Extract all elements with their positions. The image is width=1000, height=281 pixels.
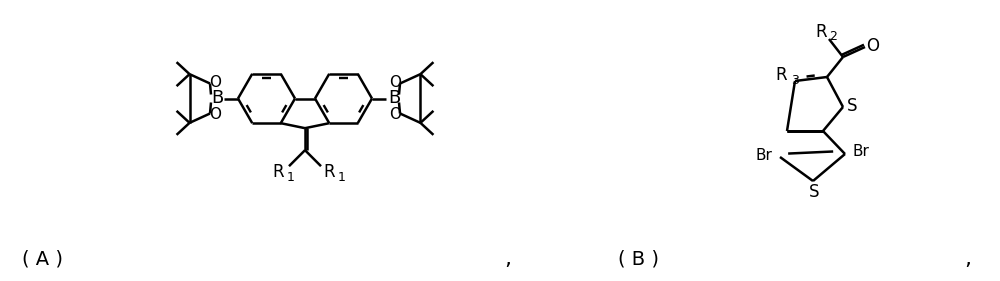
Text: O: O: [209, 75, 221, 90]
Text: 1: 1: [287, 171, 295, 184]
Text: ( A ): ( A ): [22, 250, 62, 269]
Text: R: R: [323, 163, 335, 181]
Text: Br: Br: [756, 148, 772, 162]
Text: ,: ,: [505, 249, 512, 269]
Text: ,: ,: [964, 249, 972, 269]
Text: S: S: [809, 183, 819, 201]
Text: O: O: [389, 75, 401, 90]
Text: Br: Br: [853, 144, 869, 160]
Text: B: B: [388, 89, 400, 107]
Text: 2: 2: [829, 31, 837, 44]
Text: 3: 3: [791, 74, 799, 87]
Text: S: S: [847, 97, 857, 115]
Text: O: O: [209, 107, 221, 122]
Text: B: B: [211, 89, 223, 107]
Text: ( B ): ( B ): [618, 250, 658, 269]
Text: O: O: [389, 107, 401, 122]
Text: 1: 1: [338, 171, 346, 184]
Text: O: O: [867, 37, 880, 55]
Text: R: R: [272, 163, 284, 181]
Text: R: R: [775, 66, 787, 84]
Text: R: R: [815, 23, 827, 41]
